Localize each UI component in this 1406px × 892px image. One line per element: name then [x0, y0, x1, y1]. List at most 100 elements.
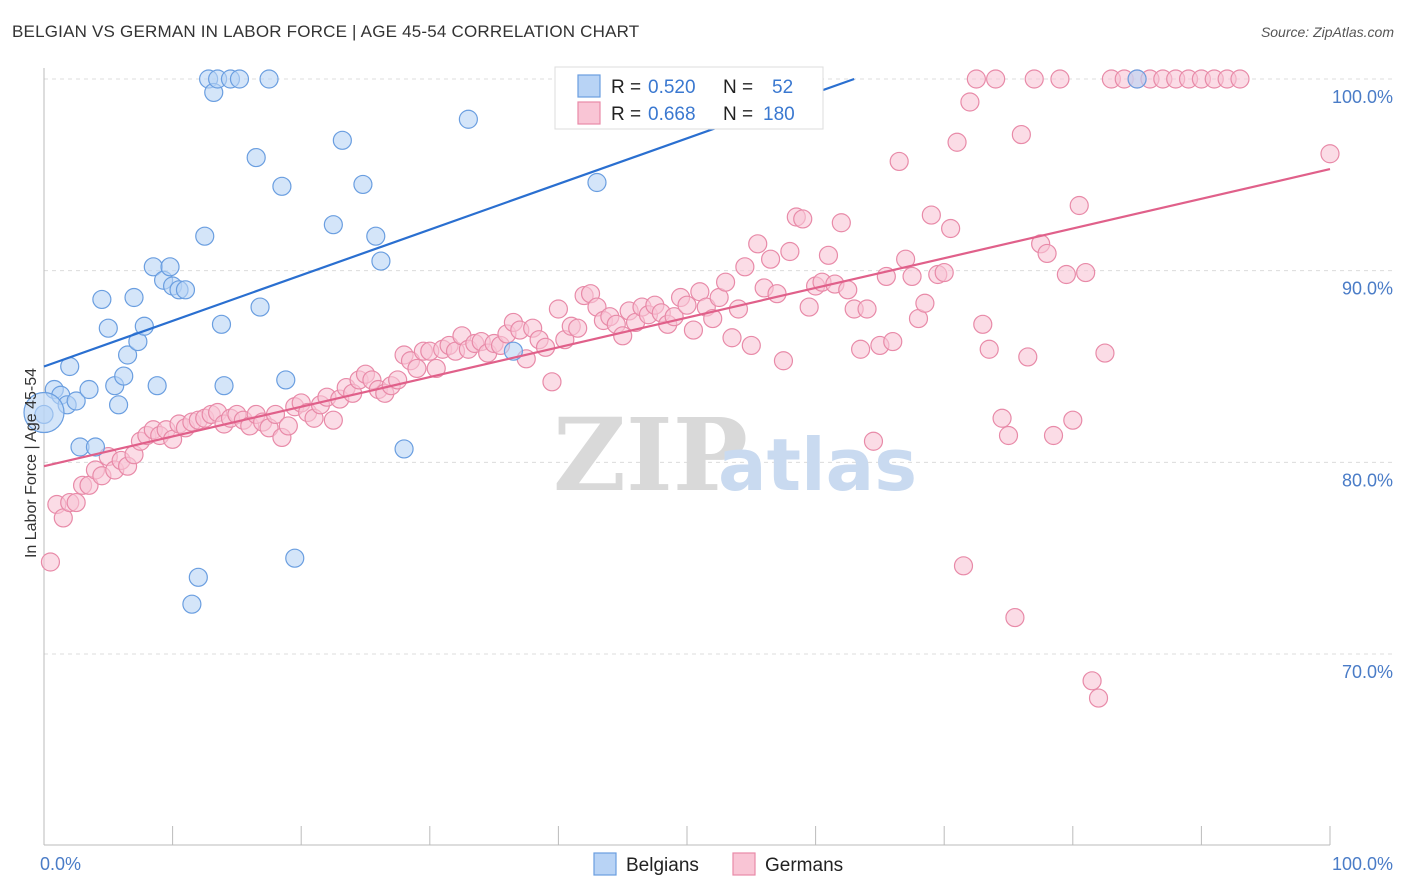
germans-point-99	[677, 295, 697, 315]
germans-point-124	[838, 280, 858, 300]
belgians-point-37	[259, 69, 279, 89]
belgians-point-39	[276, 370, 296, 390]
germans-point-78	[542, 372, 562, 392]
belgians-point-47	[458, 109, 478, 129]
germans-point-162	[1082, 671, 1102, 691]
germans-point-139	[934, 262, 954, 283]
belgians-point-35	[246, 147, 266, 168]
belgians-point-19	[147, 376, 167, 396]
germans-point-117	[793, 209, 813, 229]
germans-point-137	[921, 205, 941, 225]
watermark-zip: ZIP	[553, 396, 748, 514]
belgians-point-9	[92, 289, 112, 310]
germans-point-132	[889, 151, 909, 172]
legend-swatch-germans	[577, 101, 601, 125]
germans-point-128	[863, 431, 884, 451]
y-tick-label-2: 90.0%	[1342, 279, 1393, 299]
germans-point-79	[548, 299, 569, 319]
watermark: ZIP atlas	[553, 396, 917, 514]
belgians-point-40	[285, 548, 305, 568]
germans-point-89	[613, 326, 633, 346]
germans-point-141	[947, 132, 967, 152]
belgians-point-17	[134, 316, 154, 336]
germans-point-136	[915, 293, 935, 313]
germans-point-103	[703, 308, 723, 329]
germans-point-164	[1095, 343, 1115, 363]
belgians-point-42	[332, 130, 352, 150]
germans-point-57	[407, 358, 427, 379]
x-tick-label-1: 100.0%	[1332, 854, 1393, 874]
belgians-point-5	[66, 391, 86, 411]
grid-lines	[44, 78, 1392, 655]
germans-point-121	[818, 245, 839, 265]
bottom-legend: Belgians Germans	[593, 852, 843, 876]
germans-point-143	[960, 92, 980, 112]
belgians-point-12	[108, 395, 129, 415]
germans-point-147	[986, 69, 1006, 89]
belgians-point-34	[229, 69, 250, 89]
belgians-point-49	[587, 172, 607, 193]
germans-point-145	[973, 314, 993, 334]
belgians-point-8	[85, 437, 106, 457]
germans-point-100	[683, 320, 704, 340]
belgians-point-21	[160, 257, 180, 277]
y-tick-label-1: 80.0%	[1342, 470, 1393, 490]
germans-point-118	[799, 297, 819, 317]
germans-point-151	[1011, 124, 1031, 145]
germans-point-82	[568, 318, 588, 338]
top-legend: R = 0.520 N = 52 R = 0.668 N = 180	[554, 66, 824, 130]
germans-points	[40, 69, 1340, 708]
germans-point-158	[1056, 264, 1076, 285]
germans-point-106	[722, 328, 742, 348]
germans-point-109	[741, 335, 761, 356]
germans-point-77	[535, 337, 556, 357]
belgians-point-26	[188, 567, 208, 587]
belgians-point-14	[117, 345, 138, 365]
germans-point-150	[1005, 607, 1025, 628]
belgians-point-43	[353, 174, 373, 195]
germans-point-114	[773, 351, 794, 371]
germans-point-176	[1320, 144, 1340, 164]
germans-point-159	[1063, 410, 1083, 430]
x-tick-label-0: 0.0%	[40, 854, 81, 874]
germans-point-140	[941, 218, 961, 239]
source-credit: Source: ZipAtlas.com	[1260, 24, 1394, 40]
germans-point-157	[1050, 69, 1070, 89]
belgians-point-25	[182, 594, 202, 614]
axes	[43, 68, 1331, 846]
legend-n-value-belgians: 52	[772, 77, 793, 98]
germans-point-0	[40, 552, 61, 572]
y-tick-labels: 70.0% 80.0% 90.0% 100.0%	[1332, 87, 1393, 682]
germans-point-108	[735, 257, 755, 277]
belgians-point-24	[175, 280, 196, 300]
germans-point-175	[1230, 69, 1250, 89]
germans-point-156	[1043, 425, 1064, 446]
germans-point-155	[1037, 243, 1057, 264]
belgians-point-46	[394, 439, 414, 459]
x-tick-labels: 0.0% 100.0%	[40, 854, 1393, 874]
germans-point-131	[883, 331, 903, 352]
belgians-point-45	[371, 251, 391, 271]
germans-point-134	[902, 266, 922, 287]
germans-point-161	[1076, 262, 1096, 283]
belgians-point-41	[323, 215, 343, 235]
germans-trend-line	[43, 168, 1331, 468]
belgians-point-27	[195, 226, 215, 246]
belgians-point-44	[366, 226, 386, 246]
germans-point-163	[1088, 688, 1109, 708]
germans-point-152	[1018, 347, 1038, 367]
germans-point-113	[767, 284, 787, 304]
belgians-point-10	[98, 318, 118, 338]
germans-point-4	[66, 492, 86, 513]
legend-swatch-belgians	[577, 74, 601, 98]
belgians-points	[23, 69, 1147, 614]
legend-r-label-belgians: R =	[611, 77, 641, 98]
legend-n-value-germans: 180	[763, 104, 795, 125]
germans-point-112	[760, 249, 781, 269]
bottom-legend-germans: Germans	[765, 855, 843, 876]
germans-point-149	[998, 425, 1019, 446]
belgians-point-38	[272, 176, 292, 196]
germans-point-153	[1024, 69, 1044, 89]
belgians-point-32	[214, 376, 234, 396]
